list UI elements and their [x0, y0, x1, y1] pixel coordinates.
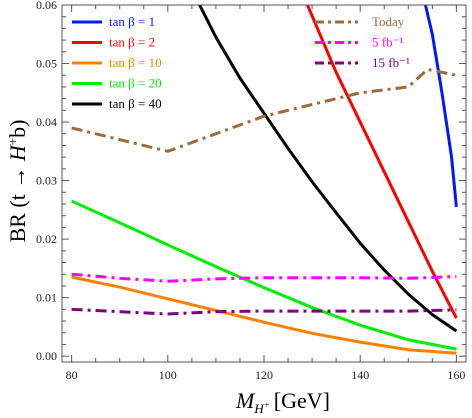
x-tick-label: 140 [351, 368, 369, 382]
series-line-2 [71, 275, 457, 355]
legend-label: tan β = 1 [109, 14, 155, 29]
legend: tan β = 1 tan β = 2 tan β = 10 tan β = 20 ta… [72, 14, 410, 111]
y-tick-label: 0.01 [36, 291, 57, 305]
legend-label: Today [372, 14, 405, 29]
series-line-1 [305, 5, 458, 319]
plot-background [62, 5, 466, 362]
x-tick-label: 120 [255, 368, 273, 382]
x-axis-label: MH+ [GeV] [235, 388, 330, 416]
plot-area [62, 5, 466, 362]
y-tick-label: 0.05 [36, 57, 57, 71]
y-tick-label: 0.00 [36, 349, 57, 363]
y-tick-label: 0.06 [36, 0, 57, 12]
series-line-3 [71, 199, 457, 351]
legend-label: tan β = 2 [109, 35, 155, 50]
series-line-4 [197, 5, 458, 333]
legend-label: tan β = 20 [109, 76, 162, 91]
y-tick-label: 0.04 [36, 115, 57, 129]
series-line-6 [71, 272, 457, 283]
legend-label: 5 fb⁻¹ [372, 35, 403, 50]
series-layer [71, 5, 458, 355]
legend-label: 15 fb⁻¹ [372, 55, 410, 70]
x-tick-label: 160 [447, 368, 465, 382]
x-tick-label: 100 [159, 368, 177, 382]
series-line-0 [423, 5, 458, 208]
axes-layer: 80 100 120 140 160 0.00 0.01 0.02 0.03 0.04 0.05 0.… [36, 0, 467, 382]
series-line-5 [71, 67, 457, 153]
x-tick-label: 80 [66, 368, 78, 382]
y-tick-label: 0.02 [36, 232, 57, 246]
legend-label: tan β = 40 [109, 96, 162, 111]
series-line-7 [71, 307, 457, 316]
y-axis-label: BR (t → H+b) [5, 120, 30, 243]
legend-label: tan β = 10 [109, 55, 162, 70]
y-tick-label: 0.03 [36, 174, 57, 188]
